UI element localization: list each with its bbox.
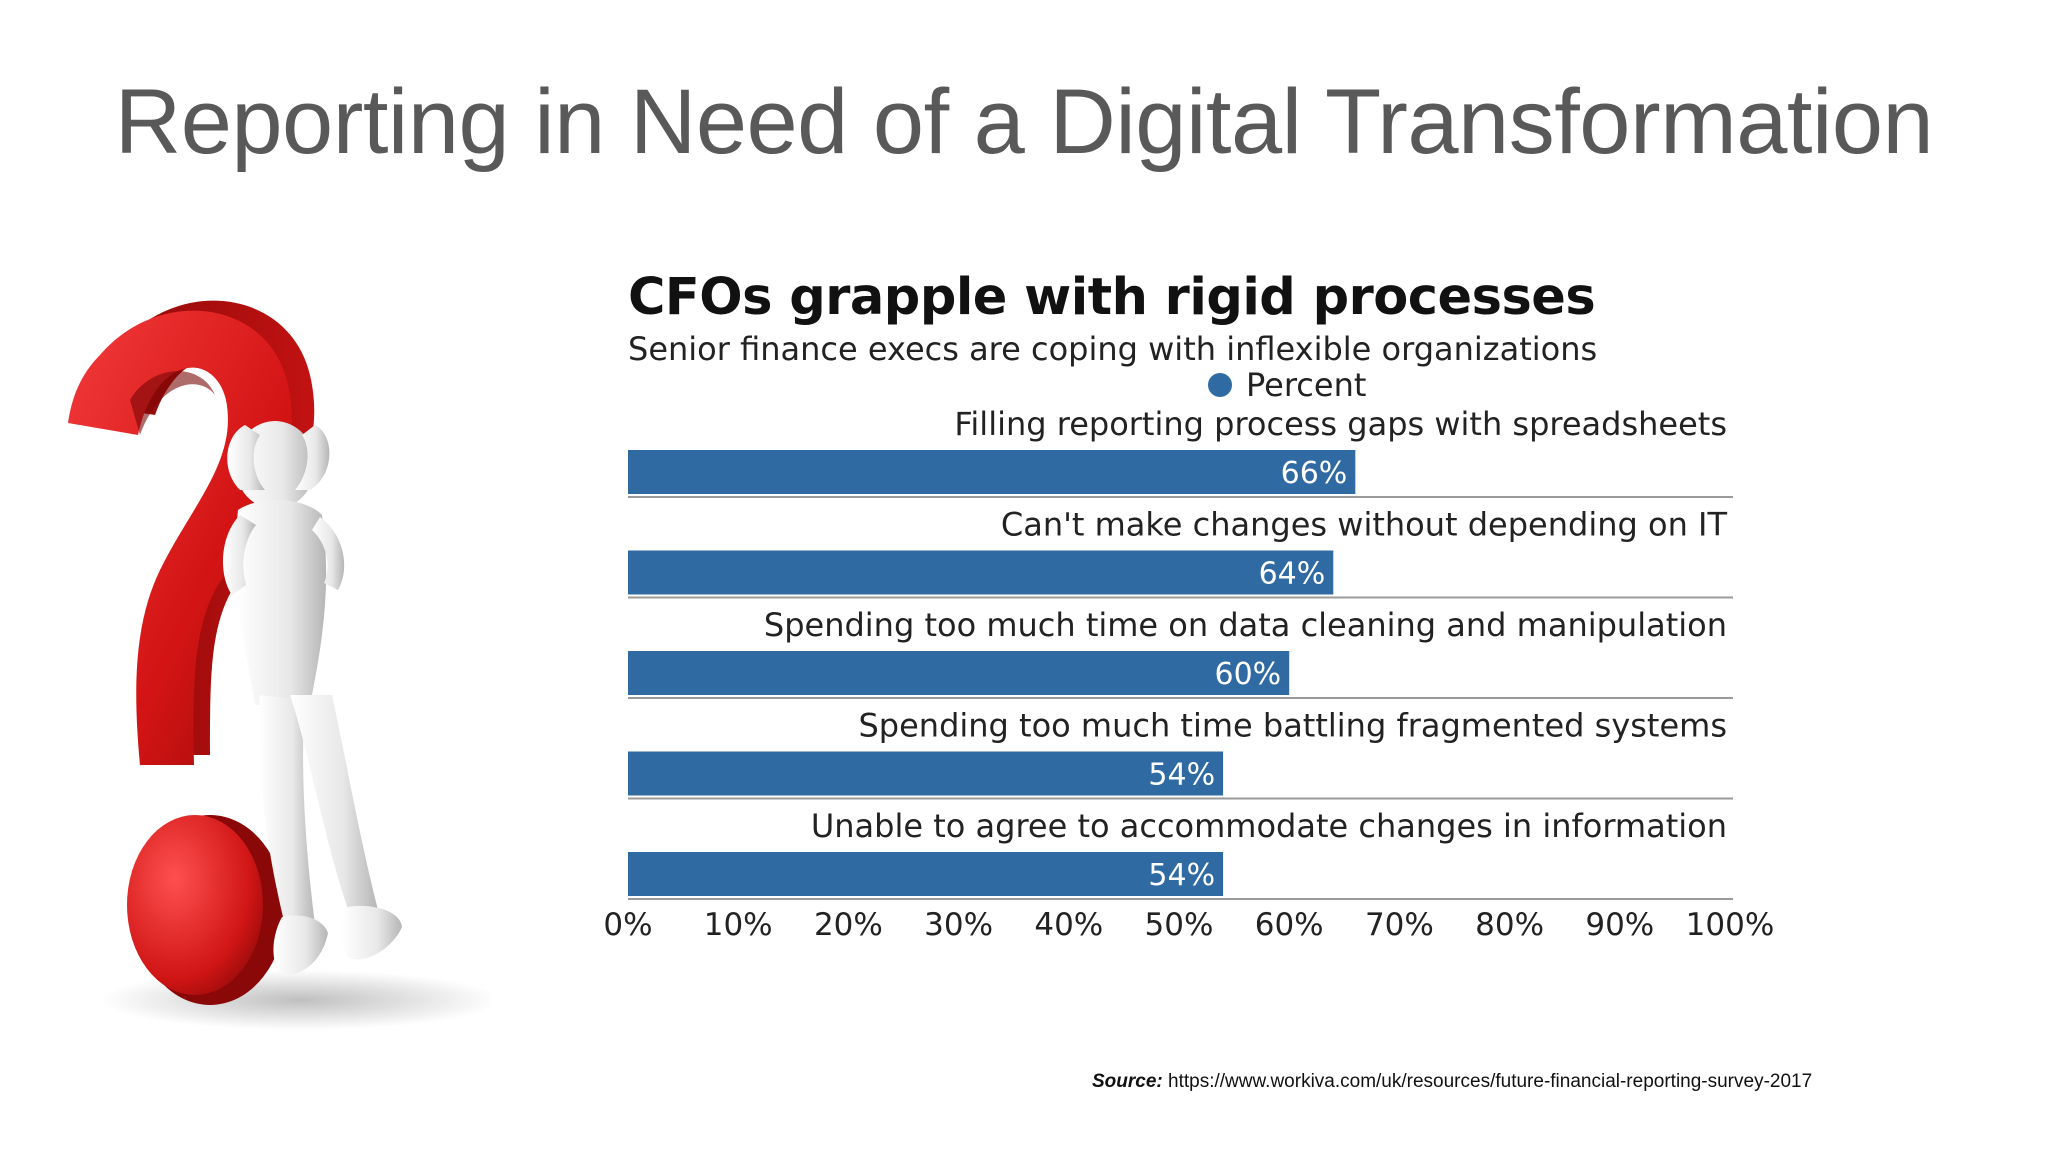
- category-label: Filling reporting process gaps with spre…: [954, 405, 1727, 443]
- category-label: Unable to agree to accommodate changes i…: [811, 807, 1727, 845]
- bar: [628, 852, 1224, 896]
- legend-label: Percent: [1246, 366, 1367, 404]
- x-tick-label: 0%: [603, 907, 652, 943]
- question-mark-figure-icon: [68, 300, 490, 1030]
- bar-value-label: 66%: [1281, 456, 1348, 491]
- x-tick-label: 100%: [1686, 907, 1775, 943]
- source-url: https://www.workiva.com/uk/resources/fut…: [1168, 1071, 1813, 1092]
- chart-title: CFOs grapple with rigid processes: [628, 268, 1596, 327]
- legend-swatch: [1208, 373, 1232, 397]
- x-tick-label: 10%: [704, 907, 773, 943]
- category-label: Can't make changes without depending on …: [1001, 506, 1728, 544]
- bar: [628, 450, 1356, 494]
- category-label: Spending too much time on data cleaning …: [764, 606, 1727, 644]
- x-tick-label: 90%: [1585, 907, 1654, 943]
- bar-value-label: 54%: [1148, 858, 1215, 893]
- bar: [628, 751, 1224, 796]
- source-label: Source:: [1092, 1071, 1163, 1092]
- chart-legend: Percent: [1208, 366, 1366, 404]
- bar-value-label: 60%: [1215, 657, 1282, 692]
- x-tick-label: 50%: [1145, 907, 1214, 943]
- chart-subtitle: Senior finance execs are coping with inf…: [628, 330, 1598, 368]
- bar-value-label: 64%: [1259, 557, 1326, 592]
- x-tick-label: 60%: [1255, 907, 1324, 943]
- category-label: Spending too much time battling fragment…: [858, 707, 1727, 745]
- x-tick-label: 40%: [1034, 907, 1103, 943]
- source-note: Source: https://www.workiva.com/uk/resou…: [1092, 1071, 1812, 1093]
- x-tick-label: 80%: [1475, 907, 1544, 943]
- x-tick-label: 20%: [814, 907, 883, 943]
- x-tick-label: 70%: [1365, 907, 1434, 943]
- bar: [628, 651, 1290, 695]
- bar-value-label: 54%: [1148, 758, 1215, 793]
- x-tick-label: 30%: [924, 907, 993, 943]
- bar: [628, 550, 1334, 595]
- slide-title: Reporting in Need of a Digital Transform…: [114, 71, 1934, 173]
